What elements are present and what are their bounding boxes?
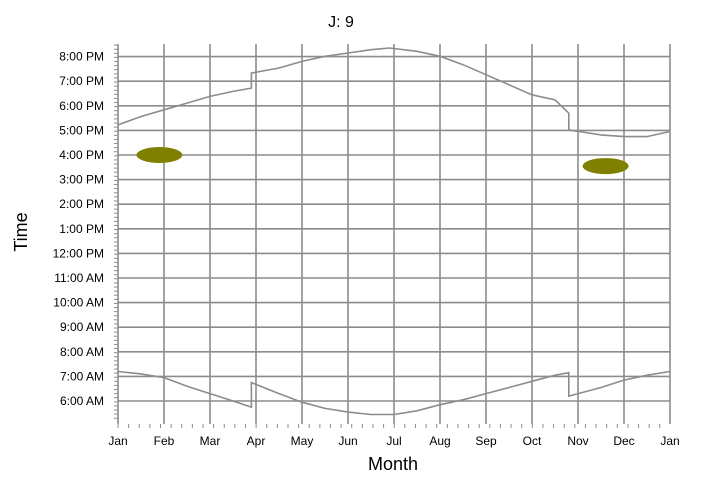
x-tick-label: May — [291, 434, 314, 448]
x-tick-label: Jun — [338, 434, 357, 448]
x-tick-label: Oct — [523, 434, 542, 448]
y-tick-label: 6:00 PM — [59, 99, 104, 113]
x-tick-labels: Jan Feb Mar Apr May Jun Jul Aug Sep Oct Nov Dec Jan — [108, 434, 679, 448]
data-blob — [136, 147, 183, 163]
series-layer — [117, 47, 671, 416]
y-tick-label: 4:00 PM — [59, 148, 104, 162]
y-tick-label: 8:00 AM — [60, 345, 104, 359]
y-tick-label: 5:00 PM — [59, 123, 104, 137]
grid — [117, 44, 671, 424]
x-tick-label: Mar — [200, 434, 221, 448]
y-tick-label: 12:00 PM — [53, 246, 104, 260]
x-tick-label: Apr — [247, 434, 266, 448]
x-tick-label: Jan — [108, 434, 127, 448]
y-tick-label: 1:00 PM — [59, 222, 104, 236]
y-tick-label: 11:00 AM — [54, 271, 104, 285]
x-tick-label: Sep — [475, 434, 497, 448]
x-tick-label: Jan — [660, 434, 679, 448]
x-tick-label: Aug — [429, 434, 450, 448]
x-tick-label: Jul — [386, 434, 401, 448]
x-tick-label: Dec — [613, 434, 634, 448]
chart-title: J: 9 — [328, 14, 354, 31]
y-tick-label: 9:00 AM — [60, 320, 104, 334]
y-tick-label: 3:00 PM — [59, 173, 104, 187]
minor-ticks — [114, 44, 661, 428]
series-line — [117, 370, 671, 416]
x-tick-label: Nov — [567, 434, 588, 448]
data-blob — [582, 158, 629, 175]
y-tick-label: 2:00 PM — [59, 197, 104, 211]
x-tick-label: Feb — [154, 434, 175, 448]
y-tick-label: 7:00 PM — [59, 74, 104, 88]
y-tick-labels: 6:00 AM 7:00 AM 8:00 AM 9:00 AM 10:00 AM 11:0… — [53, 50, 104, 408]
y-tick-label: 8:00 PM — [59, 50, 104, 64]
series-line — [117, 47, 671, 138]
blob-layer — [136, 147, 629, 175]
y-tick-label: 6:00 AM — [60, 394, 104, 408]
y-tick-label: 7:00 AM — [60, 369, 104, 383]
y-axis-title: Time — [11, 212, 31, 251]
x-axis-title: Month — [368, 454, 418, 474]
y-tick-label: 10:00 AM — [53, 296, 104, 310]
